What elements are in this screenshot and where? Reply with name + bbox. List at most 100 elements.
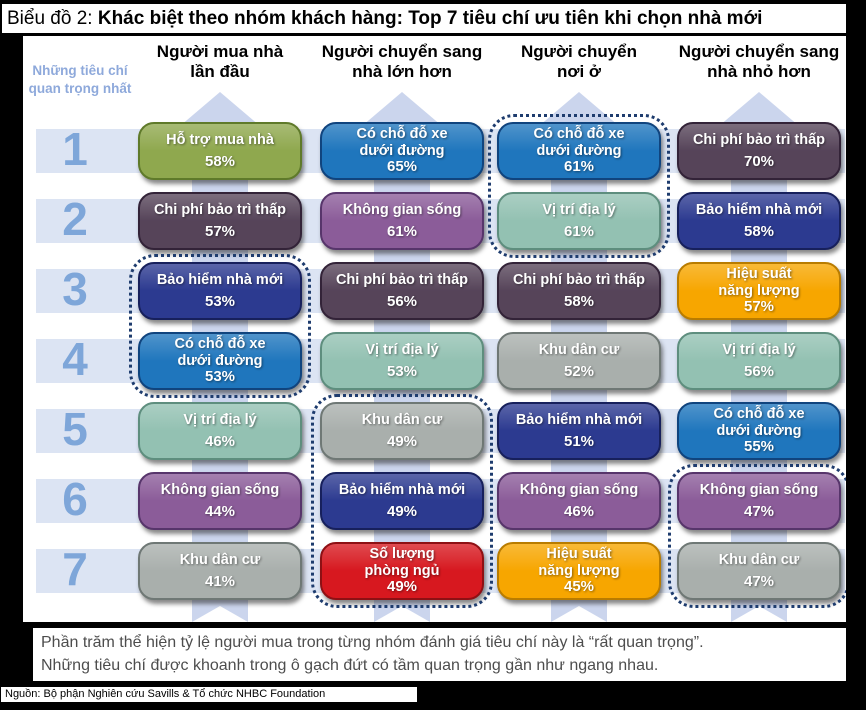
criteria-box: Có chỗ đỗ xe dưới đường 53% bbox=[138, 332, 302, 390]
box-label: Hiệu suất năng lượng bbox=[538, 546, 620, 579]
box-label: Vị trí địa lý bbox=[722, 341, 796, 358]
box-percent: 61% bbox=[563, 158, 595, 176]
criteria-box: Khu dân cư 47% bbox=[677, 542, 841, 600]
box-label: Chi phí bảo trì thấp bbox=[692, 131, 826, 148]
criteria-box: Không gian sống 61% bbox=[320, 192, 484, 250]
box-label: Vị trí địa lý bbox=[183, 411, 257, 428]
criteria-box: Khu dân cư 41% bbox=[138, 542, 302, 600]
column-header-line: nơi ở bbox=[556, 62, 601, 82]
box-percent: 56% bbox=[386, 292, 418, 310]
criteria-box: Bảo hiểm nhà mới 58% bbox=[677, 192, 841, 250]
criteria-box: Chi phí bảo trì thấp 70% bbox=[677, 122, 841, 180]
box-label: Bảo hiểm nhà mới bbox=[338, 481, 466, 498]
criteria-box: Số lượng phòng ngủ 49% bbox=[320, 542, 484, 600]
box-label: Có chỗ đỗ xe dưới đường bbox=[533, 126, 625, 159]
box-percent: 51% bbox=[563, 432, 595, 450]
criteria-box: Chi phí bảo trì thấp 56% bbox=[320, 262, 484, 320]
criteria-box: Vị trí địa lý 46% bbox=[138, 402, 302, 460]
box-percent: 57% bbox=[743, 298, 775, 316]
box-label: Khu dân cư bbox=[718, 551, 800, 568]
criteria-box: Không gian sống 46% bbox=[497, 472, 661, 530]
criteria-box: Bảo hiểm nhà mới 49% bbox=[320, 472, 484, 530]
box-percent: 53% bbox=[204, 292, 236, 310]
box-label: Chi phí bảo trì thấp bbox=[512, 271, 646, 288]
criteria-box: Hiệu suất năng lượng 45% bbox=[497, 542, 661, 600]
box-label: Có chỗ đỗ xe dưới đường bbox=[356, 126, 448, 159]
title-main: Khác biệt theo nhóm khách hàng: Top 7 ti… bbox=[97, 8, 763, 29]
equal-importance-group bbox=[488, 114, 670, 258]
equal-importance-group bbox=[129, 254, 311, 398]
box-label: Vị trí địa lý bbox=[365, 341, 439, 358]
box-percent: 47% bbox=[743, 572, 775, 590]
criteria-box: Khu dân cư 49% bbox=[320, 402, 484, 460]
box-label: Có chỗ đỗ xe dưới đường bbox=[174, 336, 266, 369]
criteria-box: Có chỗ đỗ xe dưới đường 65% bbox=[320, 122, 484, 180]
box-label: Không gian sống bbox=[699, 481, 819, 498]
footnote: Phần trăm thể hiện tỷ lệ người mua trong… bbox=[33, 628, 846, 681]
criteria-box: Chi phí bảo trì thấp 57% bbox=[138, 192, 302, 250]
criteria-box: Không gian sống 47% bbox=[677, 472, 841, 530]
criteria-box: Bảo hiểm nhà mới 53% bbox=[138, 262, 302, 320]
box-label: Khu dân cư bbox=[179, 551, 261, 568]
footnote-line-2: Những tiêu chí được khoanh trong ô gạch … bbox=[41, 656, 659, 674]
equal-importance-group bbox=[311, 394, 493, 608]
box-label: Có chỗ đỗ xe dưới đường bbox=[713, 406, 805, 439]
box-label: Bảo hiểm nhà mới bbox=[695, 201, 823, 218]
box-percent: 70% bbox=[743, 152, 775, 170]
criteria-box: Hỗ trợ mua nhà 58% bbox=[138, 122, 302, 180]
criteria-box: Vị trí địa lý 61% bbox=[497, 192, 661, 250]
criteria-box: Có chỗ đỗ xe dưới đường 55% bbox=[677, 402, 841, 460]
box-percent: 53% bbox=[204, 368, 236, 386]
box-label: Chi phí bảo trì thấp bbox=[335, 271, 469, 288]
box-percent: 46% bbox=[204, 432, 236, 450]
rank-number: 2 bbox=[62, 193, 88, 245]
box-percent: 49% bbox=[386, 432, 418, 450]
box-percent: 58% bbox=[204, 152, 236, 170]
column-header-line: lần đầu bbox=[190, 62, 250, 82]
box-percent: 45% bbox=[563, 578, 595, 596]
criteria-box: Bảo hiểm nhà mới 51% bbox=[497, 402, 661, 460]
criteria-box: Vị trí địa lý 53% bbox=[320, 332, 484, 390]
column-header-line: Người chuyển sang bbox=[321, 42, 483, 61]
criteria-box: Chi phí bảo trì thấp 58% bbox=[497, 262, 661, 320]
box-label: Hỗ trợ mua nhà bbox=[166, 131, 274, 148]
box-label: Bảo hiểm nhà mới bbox=[156, 271, 284, 288]
box-percent: 65% bbox=[386, 158, 418, 176]
box-percent: 53% bbox=[386, 362, 418, 380]
right-crop-strip bbox=[846, 0, 866, 710]
rank-number: 5 bbox=[62, 403, 88, 455]
box-percent: 49% bbox=[386, 578, 418, 596]
source-bar: Nguồn: Bộ phận Nghiên cứu Savills & Tổ c… bbox=[0, 686, 418, 703]
box-label: Không gian sống bbox=[160, 481, 280, 498]
rank-number: 3 bbox=[62, 263, 88, 315]
box-label: Khu dân cư bbox=[538, 341, 620, 358]
box-percent: 56% bbox=[743, 362, 775, 380]
column-header: Người chuyển sang nhà lớn hơn bbox=[307, 42, 497, 82]
criteria-axis-label: Những tiêu chí quan trọng nhất bbox=[28, 63, 132, 96]
box-percent: 57% bbox=[204, 222, 236, 240]
column-header: Người chuyển nơi ở bbox=[484, 42, 674, 82]
criteria-box: Khu dân cư 52% bbox=[497, 332, 661, 390]
chart-title-bar: Biểu đồ 2: Khác biệt theo nhóm khách hàn… bbox=[2, 4, 846, 33]
box-label: Bảo hiểm nhà mới bbox=[515, 411, 643, 428]
column-header-line: nhà lớn hơn bbox=[352, 62, 452, 82]
criteria-box: Hiệu suất năng lượng 57% bbox=[677, 262, 841, 320]
rank-number: 6 bbox=[62, 473, 88, 525]
box-percent: 61% bbox=[563, 222, 595, 240]
box-percent: 47% bbox=[743, 502, 775, 520]
box-label: Hiệu suất năng lượng bbox=[718, 266, 800, 299]
column-header: Người chuyển sang nhà nhỏ hơn bbox=[664, 42, 854, 82]
column-header-line: Người mua nhà bbox=[156, 42, 284, 61]
title-prefix: Biểu đồ 2: bbox=[7, 8, 98, 29]
box-percent: 61% bbox=[386, 222, 418, 240]
box-percent: 58% bbox=[563, 292, 595, 310]
rank-number: 4 bbox=[62, 333, 88, 385]
column-header: Người mua nhà lần đầu bbox=[125, 42, 315, 82]
box-label: Không gian sống bbox=[342, 201, 462, 218]
box-label: Số lượng phòng ngủ bbox=[364, 546, 440, 579]
box-percent: 41% bbox=[204, 572, 236, 590]
footnote-line-1: Phần trăm thể hiện tỷ lệ người mua trong… bbox=[41, 634, 704, 651]
box-label: Không gian sống bbox=[519, 481, 639, 498]
box-percent: 46% bbox=[563, 502, 595, 520]
box-label: Khu dân cư bbox=[361, 411, 443, 428]
